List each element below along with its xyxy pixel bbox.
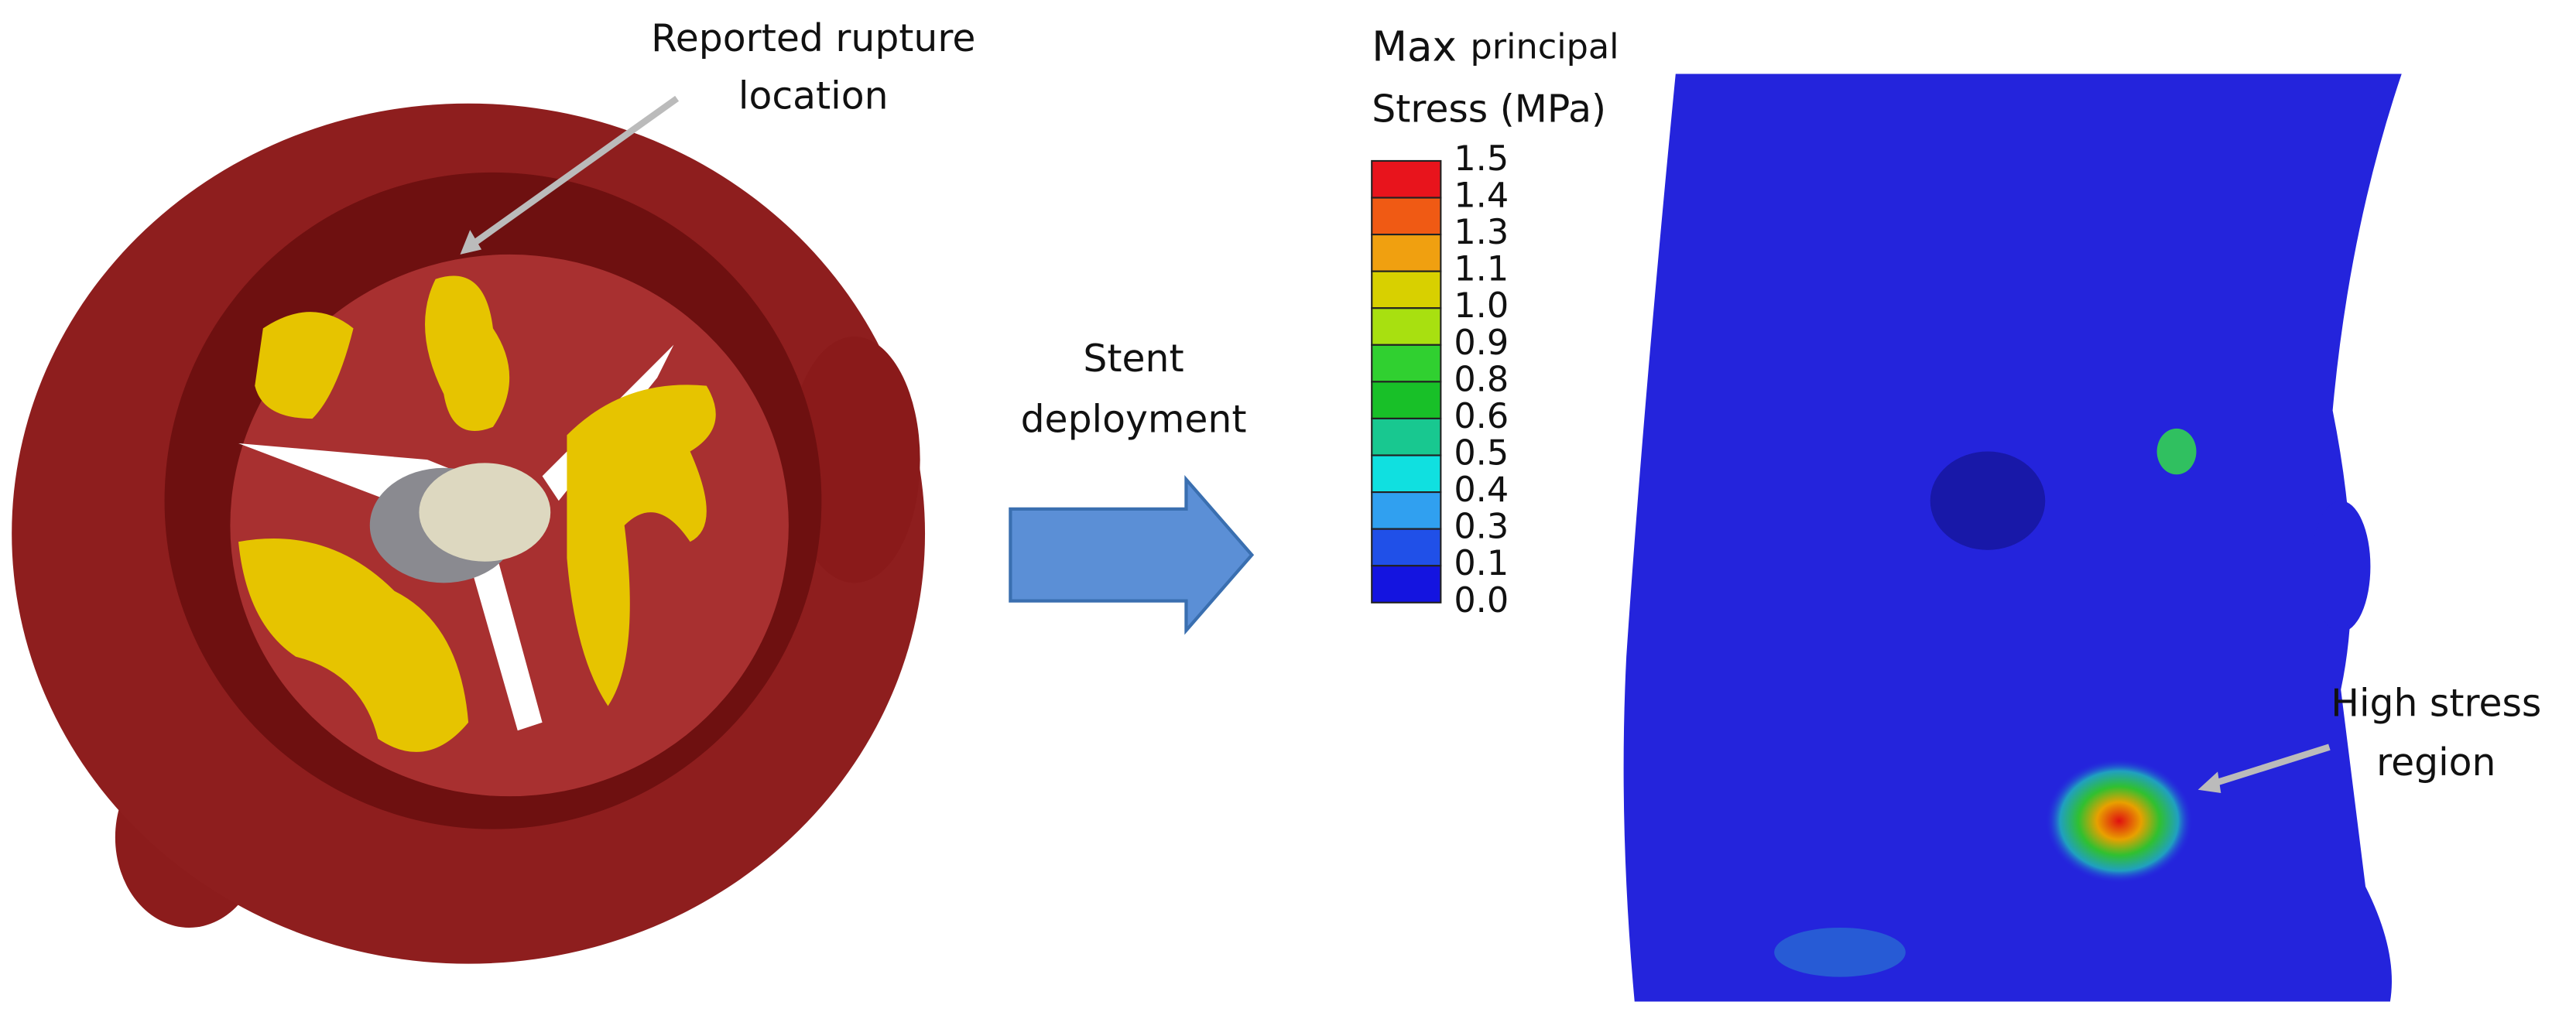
legend-title: principal: [1471, 27, 1619, 67]
legend-swatch: [1371, 270, 1442, 309]
legend-swatch: [1371, 417, 1442, 456]
legend-level: 1.0: [1454, 285, 1509, 326]
legend-swatch: [1371, 528, 1442, 567]
pointer-arrow: [2208, 744, 2331, 788]
legend-level: 0.6: [1454, 396, 1509, 436]
aortic-root-model: [12, 95, 926, 964]
legend-level: 1.3: [1454, 212, 1509, 252]
legend-title: Max: [1372, 22, 1457, 70]
legend-swatch: [1371, 454, 1442, 494]
pointer-arrow: [463, 95, 680, 253]
legend-level: 1.4: [1454, 176, 1509, 216]
legend-title: Stress (MPa): [1372, 87, 1606, 131]
label: Reported rupture: [651, 16, 975, 60]
legend-level: 0.0: [1454, 580, 1509, 621]
legend-swatch: [1371, 565, 1442, 603]
legend-level: 0.4: [1454, 470, 1509, 510]
legend-level: 0.1: [1454, 543, 1509, 583]
legend-swatch: [1371, 381, 1442, 420]
label: region: [2376, 740, 2496, 785]
legend-swatch: [1371, 234, 1442, 272]
legend-swatch: [1371, 159, 1442, 199]
legend-level: 1.1: [1454, 249, 1509, 289]
process-arrow: [1009, 474, 1255, 635]
label: Stent: [1083, 337, 1184, 381]
label: High stress: [2331, 681, 2541, 725]
legend-level: 0.3: [1454, 507, 1509, 547]
legend-swatch: [1371, 197, 1442, 236]
label: deployment: [1021, 397, 1247, 441]
stress-model: [1623, 74, 2402, 1002]
label: location: [738, 74, 889, 118]
color-legend: 1.51.41.31.11.00.90.80.60.50.40.30.10.0: [1371, 138, 1509, 621]
legend-swatch: [1371, 344, 1442, 383]
legend-swatch: [1371, 491, 1442, 530]
legend-swatch: [1371, 307, 1442, 346]
legend-level: 1.5: [1454, 138, 1509, 179]
legend-level: 0.9: [1454, 323, 1509, 363]
legend-level: 0.5: [1454, 433, 1509, 474]
legend-level: 0.8: [1454, 359, 1509, 399]
